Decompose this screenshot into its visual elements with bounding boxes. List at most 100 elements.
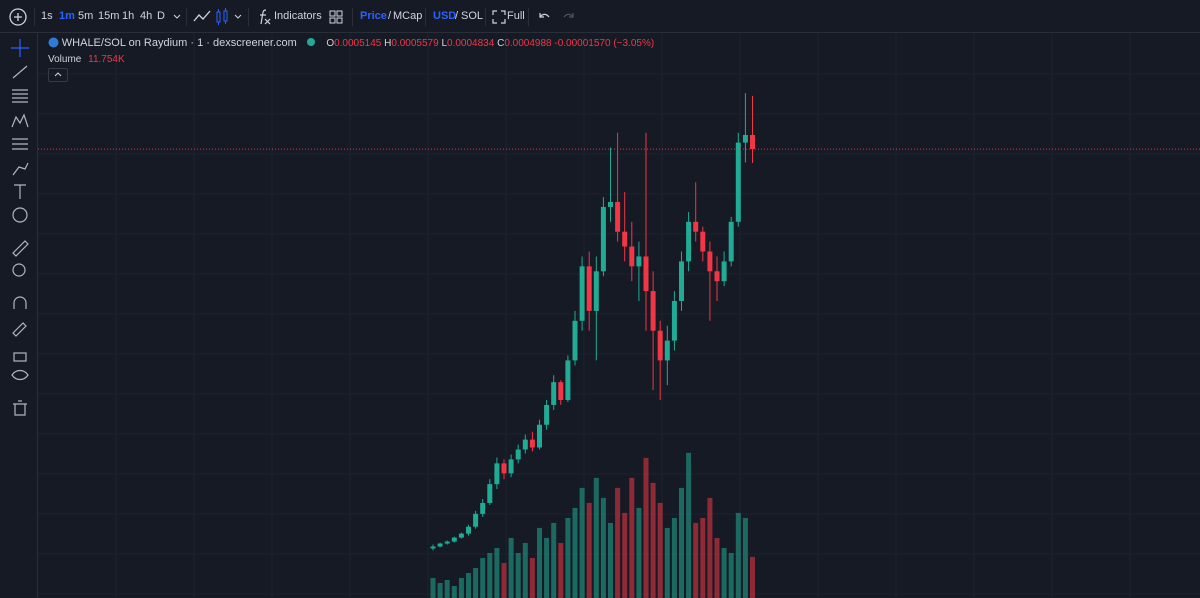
lock-tool[interactable] — [13, 352, 27, 362]
volume-value: 11.754K — [88, 54, 125, 65]
candle-body — [508, 459, 514, 474]
interval[interactable]: 4h — [140, 10, 153, 22]
zoom-tool[interactable] — [12, 263, 26, 277]
volume-bar — [558, 542, 564, 598]
delete-tool[interactable] — [13, 400, 27, 416]
ruler-tool[interactable] — [12, 240, 29, 257]
dropdown[interactable] — [172, 12, 182, 22]
candle-body — [664, 340, 670, 361]
collapse-button[interactable] — [48, 68, 68, 82]
interval[interactable]: 15m — [98, 10, 120, 22]
volume-bar — [537, 527, 542, 598]
volume-bar — [750, 556, 755, 598]
interval[interactable]: 1h — [122, 10, 135, 22]
collapse-icon — [54, 72, 62, 77]
trend-line-tool[interactable] — [12, 65, 28, 79]
interval[interactable]: 1s — [41, 10, 53, 22]
volume-bar — [466, 572, 471, 598]
interval[interactable]: 5m — [78, 10, 94, 22]
separator — [485, 8, 486, 26]
fib-tool[interactable] — [12, 89, 28, 103]
price-toggle[interactable]: Price — [360, 10, 387, 22]
candle-style[interactable] — [214, 7, 230, 27]
candle-body — [693, 221, 699, 232]
add-button[interactable] — [6, 5, 30, 29]
volume-bar — [529, 557, 535, 598]
volume-bar — [714, 537, 720, 598]
volume-bar — [636, 507, 642, 598]
pattern-tool[interactable] — [11, 113, 29, 128]
line-style[interactable] — [192, 7, 212, 27]
sol-toggle[interactable]: SOL — [461, 10, 484, 22]
candle-body — [515, 449, 521, 460]
candle-body — [551, 382, 557, 405]
volume-bar — [671, 517, 677, 598]
volume-bar — [615, 487, 621, 598]
legend: WHALE/SOL on Raydium · 1 · dexscreener.c… — [48, 37, 654, 82]
text-tool[interactable] — [14, 184, 26, 199]
candle-body — [430, 546, 436, 549]
volume-bar — [494, 547, 500, 598]
candle-body — [650, 291, 656, 331]
magnet-tool[interactable] — [13, 296, 27, 309]
volume-bar — [522, 542, 528, 598]
candle-body — [529, 439, 535, 448]
volume-bar — [572, 507, 578, 598]
projection-tool[interactable] — [12, 138, 28, 150]
volume-bar — [643, 457, 649, 598]
undo[interactable] — [536, 9, 552, 25]
candle-body — [586, 266, 592, 311]
volume-bar — [742, 517, 748, 598]
mcap-toggle[interactable]: MCap — [393, 10, 423, 22]
usd-toggle[interactable]: USD — [433, 10, 457, 22]
interval[interactable]: 1m — [59, 10, 75, 22]
candle-body — [608, 202, 613, 207]
visibility-tool[interactable] — [11, 369, 29, 381]
volume-bar — [721, 547, 727, 598]
candle-body — [487, 484, 493, 503]
redo[interactable] — [561, 9, 577, 25]
brush-tool[interactable] — [12, 162, 29, 176]
candle-body — [721, 261, 727, 282]
candle-body — [437, 543, 443, 547]
volume-bar — [586, 502, 592, 598]
l-value: 0.0004834 — [447, 38, 495, 49]
interval[interactable]: D — [157, 10, 165, 22]
slash: / — [455, 10, 459, 22]
candle-body — [600, 206, 606, 272]
indicators-button[interactable]: Indicators — [274, 10, 322, 22]
full-button[interactable]: Full — [507, 10, 525, 22]
fullscreen-icon[interactable] — [492, 10, 506, 24]
layout-icon[interactable] — [328, 9, 344, 25]
candle-body — [707, 251, 713, 272]
volume-bar — [707, 497, 713, 598]
volume-bar — [728, 552, 734, 598]
fx-icon[interactable] — [256, 7, 272, 27]
candle-body — [629, 246, 635, 267]
volume-bar — [629, 477, 635, 598]
volume-bar — [593, 477, 599, 598]
volume-bar — [735, 512, 741, 598]
volume-bar — [608, 522, 613, 598]
separator — [425, 8, 426, 26]
emoji-tool[interactable] — [12, 207, 28, 223]
dropdown[interactable] — [233, 12, 243, 22]
pair-title: WHALE/SOL on Raydium · 1 · dexscreener.c… — [61, 37, 297, 49]
candle-body — [537, 424, 542, 448]
separator — [352, 8, 353, 26]
h-value: 0.0005579 — [391, 38, 439, 49]
volume-bar — [622, 512, 628, 598]
candle-body — [686, 221, 692, 262]
crosshair-tool[interactable] — [11, 39, 29, 57]
candle-body — [671, 301, 677, 341]
volume-bar — [693, 522, 699, 598]
candle-body — [643, 256, 649, 292]
lock-drawing-tool[interactable] — [12, 322, 27, 337]
volume-title: Volume — [48, 54, 82, 65]
o-value: 0.0005145 — [334, 38, 382, 49]
l-label: L — [441, 38, 448, 49]
change: -0.00001570 (−3.05%) — [554, 38, 655, 49]
candle-body — [558, 382, 564, 400]
c-value: 0.0004988 — [504, 38, 552, 49]
